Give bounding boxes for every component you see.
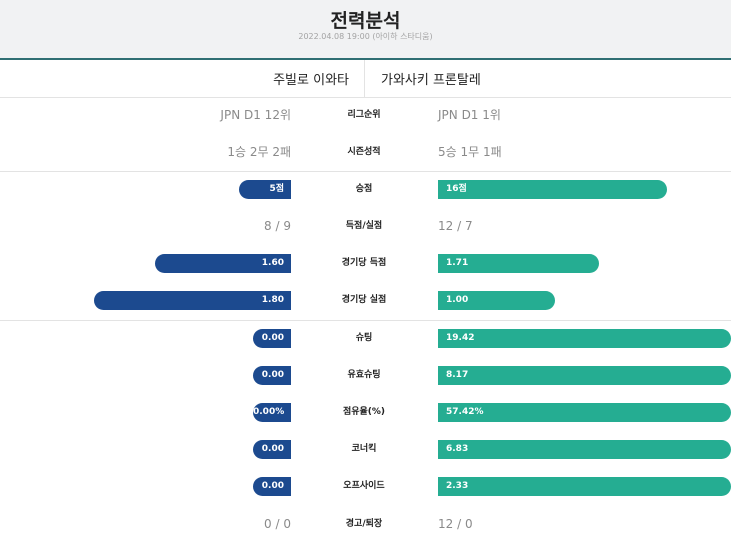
stat-row: 경고/퇴장 0 / 0 12 / 0	[0, 506, 731, 543]
stat-row: 경기당 득점 1.60 1.71	[0, 245, 731, 282]
home-stat-bar: 5점	[239, 180, 291, 199]
stat-label: 경기당 실점	[341, 295, 387, 305]
stat-row: 슈팅 0.00 19.42	[0, 320, 731, 357]
page-header: 전력분석 2022.04.08 19:00 (아이하 스타디움)	[0, 0, 731, 60]
stat-label: 코너킥	[351, 444, 377, 454]
stat-row: 코너킥 0.00 6.83	[0, 431, 731, 468]
away-stat-bar: 6.83	[438, 440, 731, 459]
home-team-name[interactable]: 주빌로 이와타	[273, 73, 349, 88]
section-divider	[0, 320, 731, 321]
home-stat-value: 0 / 0	[264, 517, 291, 531]
stat-row: 리그순위 JPN D1 12위 JPN D1 1위	[0, 97, 731, 134]
home-stat-bar: 0.00	[253, 440, 291, 459]
match-datetime-venue: 2022.04.08 19:00 (아이하 스타디움)	[298, 32, 433, 41]
stat-row: 유효슈팅 0.00 8.17	[0, 357, 731, 394]
section-divider	[0, 171, 731, 172]
stat-label: 슈팅	[355, 333, 373, 343]
away-stat-bar: 57.42%	[438, 403, 731, 422]
stat-label: 유효슈팅	[347, 370, 381, 380]
away-stat-bar: 2.33	[438, 477, 731, 496]
home-stat-bar: 0.00%	[253, 403, 291, 422]
stat-row: 득점/실점 8 / 9 12 / 7	[0, 208, 731, 245]
stat-label: 시즌성적	[347, 147, 381, 157]
page-title: 전력분석	[330, 10, 401, 32]
home-stat-bar: 0.00	[253, 366, 291, 385]
stat-label: 승점	[355, 184, 373, 194]
stat-label: 리그순위	[347, 110, 381, 120]
away-stat-value: 12 / 0	[438, 517, 473, 531]
stat-row: 시즌성적 1승 2무 2패 5승 1무 1패	[0, 134, 731, 171]
home-stat-value: JPN D1 12위	[220, 108, 291, 122]
stat-row: 오프사이드 0.00 2.33	[0, 468, 731, 505]
stat-row: 경기당 실점 1.80 1.00	[0, 282, 731, 319]
home-stat-bar: 1.80	[94, 291, 291, 310]
stat-label: 오프사이드	[343, 481, 385, 491]
home-stat-value: 8 / 9	[264, 219, 291, 233]
away-stat-value: 12 / 7	[438, 219, 473, 233]
stat-label: 경기당 득점	[341, 258, 387, 268]
teams-divider	[364, 60, 365, 97]
home-stat-value: 1승 2무 2패	[227, 145, 291, 159]
away-stat-bar: 16점	[438, 180, 667, 199]
away-stat-bar: 1.71	[438, 254, 599, 273]
home-stat-bar: 0.00	[253, 329, 291, 348]
away-stat-bar: 1.00	[438, 291, 555, 310]
away-stat-bar: 19.42	[438, 329, 731, 348]
home-stat-bar: 0.00	[253, 477, 291, 496]
stat-row: 승점 5점 16점	[0, 171, 731, 208]
away-team-name[interactable]: 가와사키 프론탈레	[381, 73, 481, 88]
away-stat-value: 5승 1무 1패	[438, 145, 502, 159]
stat-label: 득점/실점	[345, 221, 383, 231]
stat-label: 점유율(%)	[342, 407, 386, 417]
teams-row: 주빌로 이와타 가와사키 프론탈레	[0, 60, 731, 98]
stat-row: 점유율(%) 0.00% 57.42%	[0, 394, 731, 431]
away-stat-value: JPN D1 1위	[438, 108, 501, 122]
home-stat-bar: 1.60	[155, 254, 291, 273]
away-stat-bar: 8.17	[438, 366, 731, 385]
stat-label: 경고/퇴장	[345, 519, 383, 529]
